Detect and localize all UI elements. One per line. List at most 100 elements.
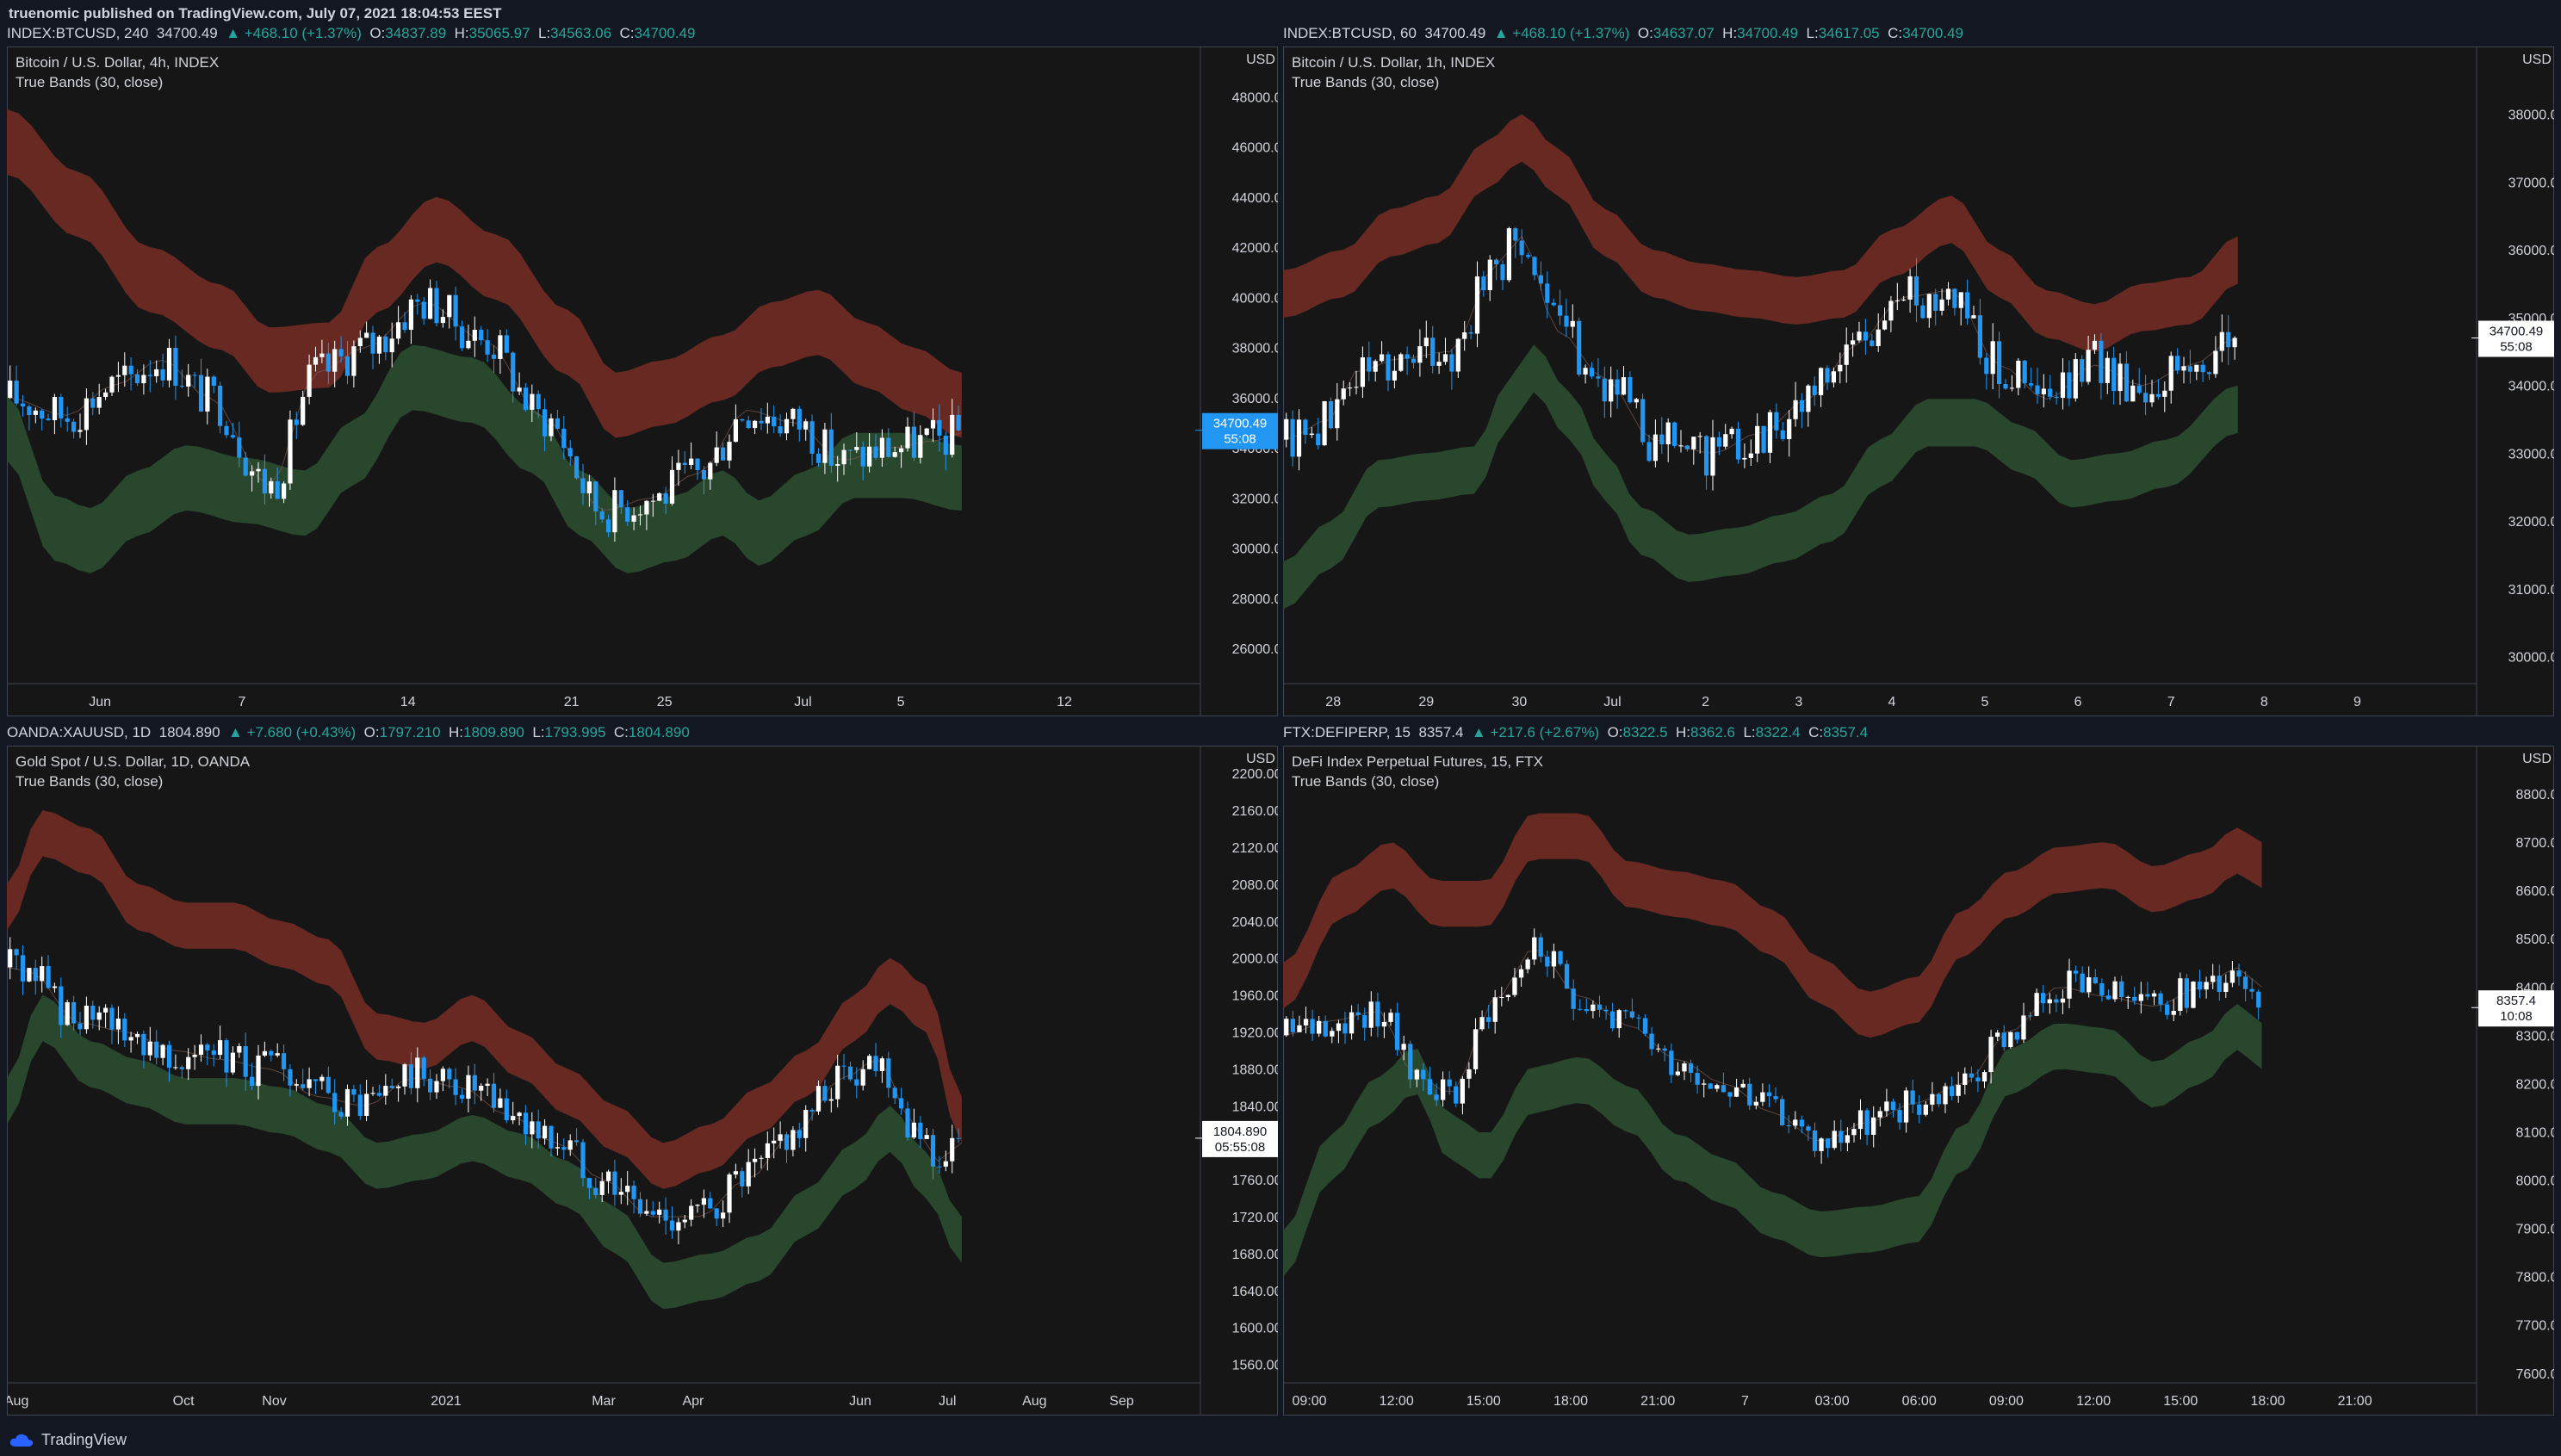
candle-body [402, 322, 407, 331]
candle-body [2132, 996, 2137, 1001]
candle-body [447, 1069, 452, 1080]
y-tick-label: 2160.000 [1232, 804, 1278, 819]
candle-body [1958, 292, 1963, 308]
currency-label: USD [2522, 53, 2552, 67]
y-tick-label: 8300.0 [2516, 1029, 2554, 1044]
candle-body [772, 416, 777, 427]
candle-body [612, 490, 617, 533]
candle-body [211, 376, 216, 386]
candle-body [1564, 315, 1569, 327]
candle-body [1380, 354, 1385, 362]
y-tick-label: 7800.0 [2516, 1271, 2554, 1286]
x-tick-label: 28 [1325, 695, 1341, 709]
candle-body [676, 462, 681, 470]
chart-pane-defi-15[interactable]: FTX:DEFIPERP, 15 8357.4 ▲ +217.6 (+2.67%… [1283, 720, 2554, 1416]
candle-body [205, 1044, 210, 1050]
candle-body [2035, 385, 2040, 394]
candle-body [1505, 994, 1510, 997]
x-tick-label: Jul [1603, 695, 1621, 709]
countdown-value: 10:08 [2500, 1009, 2533, 1024]
candle-body [282, 1053, 287, 1069]
candle-body [2206, 372, 2212, 375]
candle-body [663, 493, 668, 504]
candle-body [370, 332, 375, 354]
candle-body [1704, 436, 1709, 476]
x-tick-label: 18:00 [2250, 1394, 2285, 1409]
candle-body [504, 335, 509, 353]
candle-body [2187, 366, 2192, 372]
low-key: L: [1806, 25, 1819, 41]
candle-body [1913, 276, 1919, 306]
candle-body [1591, 1004, 1596, 1012]
y-tick-label: 30000.00 [1232, 542, 1278, 557]
y-tick-label: 38000.00 [2508, 108, 2554, 123]
candle-body [1806, 1126, 1811, 1131]
candle-body [841, 449, 846, 465]
candle-body [1506, 228, 1511, 281]
footer-brand[interactable]: TradingView [41, 1431, 127, 1448]
candle-body [1755, 425, 1760, 454]
candle-body [517, 387, 522, 392]
y-tick-label: 33000.00 [2508, 447, 2554, 462]
candle-body [1838, 364, 1843, 372]
chart-canvas[interactable]: 1560.000 1600.000 1640.000 1680.000 1720.000… [7, 746, 1278, 1416]
candle-body [1303, 1019, 1309, 1025]
candle-body [2001, 1032, 2006, 1048]
candle-body [669, 1220, 675, 1231]
candle-body [1341, 388, 1346, 400]
candle-body [1290, 1019, 1295, 1032]
x-tick-label: 09:00 [1292, 1394, 1326, 1409]
candle-body [344, 1088, 350, 1117]
candle-body [1330, 1031, 1335, 1037]
candle-body [1467, 1069, 1472, 1079]
candle-body [415, 1057, 420, 1088]
high-key: H: [454, 25, 469, 41]
candle-body [504, 1098, 509, 1120]
candle-body [1723, 434, 1728, 447]
candle-body [1603, 1009, 1609, 1012]
candle-body [2027, 1015, 2033, 1017]
candle-body [733, 418, 738, 443]
candle-body [154, 369, 159, 376]
candle-body [1890, 1101, 1896, 1111]
candle-body [1819, 368, 1824, 395]
candle-body [122, 1019, 127, 1041]
candle-body [1323, 1020, 1328, 1037]
y-tick-label: 1560.000 [1232, 1359, 1278, 1373]
candle-body [1876, 329, 1881, 346]
y-tick-label: 8200.0 [2516, 1077, 2554, 1092]
last-price-tag [1202, 412, 1278, 449]
candle-body [1708, 1083, 1713, 1089]
candle-body [370, 1093, 375, 1094]
candle-body [230, 1052, 235, 1073]
chart-pane-btc-4h[interactable]: INDEX:BTCUSD, 240 34700.49 ▲ +468.10 (+1… [7, 21, 1278, 716]
candle-body [2086, 350, 2091, 382]
candle-body [1926, 294, 1932, 319]
change-value: ▲ +217.6 (+2.67%) [1471, 724, 1600, 740]
chart-canvas[interactable]: 26000.0028000.0030000.0032000.0034000.00… [7, 46, 1278, 716]
chart-pane-btc-1h[interactable]: INDEX:BTCUSD, 60 34700.49 ▲ +468.10 (+1.… [1283, 21, 2554, 716]
candle-body [2124, 363, 2130, 402]
candle-body [950, 1137, 955, 1162]
candle-body [1863, 331, 1868, 341]
candle-body [33, 968, 38, 982]
candle-body [198, 1044, 204, 1055]
indicator-label: True Bands (30, close) [1292, 773, 1439, 790]
candle-body [319, 353, 325, 357]
candle-body [644, 1211, 649, 1214]
symbol-line: FTX:DEFIPERP, 15 [1283, 724, 1411, 740]
candle-body [453, 1079, 458, 1095]
candle-body [1316, 433, 1321, 446]
candle-body [1629, 1011, 1634, 1018]
candle-body [753, 420, 758, 429]
chart-pane-gold-1d[interactable]: OANDA:XAUUSD, 1D 1804.890 ▲ +7.680 (+0.4… [7, 720, 1278, 1416]
candle-body [459, 1094, 465, 1099]
candle-body [294, 1084, 299, 1086]
chart-canvas[interactable]: 7600.0 7700.0 7800.0 7900.0 8000.0 8100.0 8200… [1283, 746, 2554, 1416]
candle-body [599, 1180, 605, 1195]
candle-body [778, 426, 783, 434]
candle-body [561, 428, 567, 449]
chart-canvas[interactable]: 30000.00 31000.00 32000.00 33000.00 34000.00… [1283, 46, 2554, 716]
candle-body [1500, 264, 1505, 281]
candle-body [1494, 259, 1499, 264]
